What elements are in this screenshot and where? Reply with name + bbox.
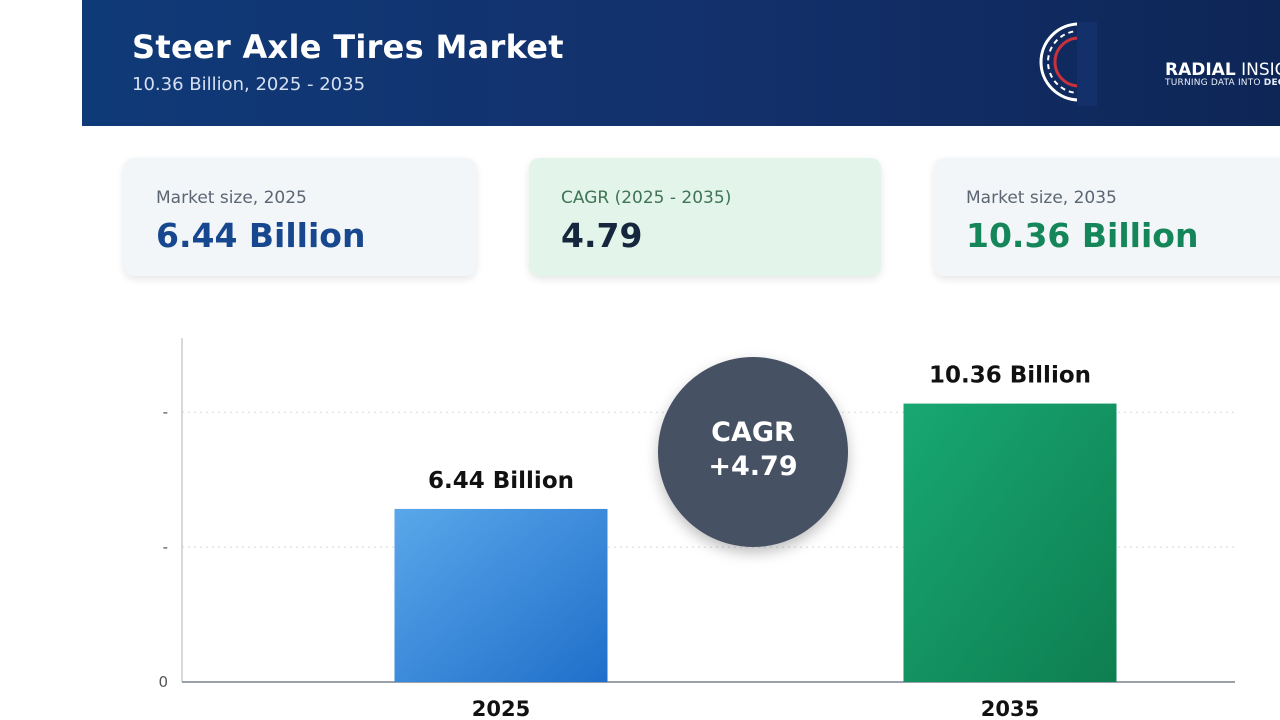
logo-tagline-bold: DECISION: [1263, 78, 1280, 88]
data-label: 10.36 Billion: [929, 363, 1091, 389]
card-label: Market size, 2025: [156, 188, 307, 208]
card-cagr: CAGR (2025 - 2035) 4.79: [529, 158, 881, 276]
logo-name: RADIAL INSIGHTS: [1165, 60, 1280, 80]
logo-name-rest: INSIGHTS: [1241, 60, 1280, 80]
logo-tagline: TURNING DATA INTO DECISION: [1165, 78, 1280, 88]
card-market-size-2025: Market size, 2025 6.44 Billion: [124, 158, 476, 276]
logo-tagline-start: TURNING DATA INTO: [1165, 78, 1264, 88]
cagr-bubble-label: CAGR: [711, 417, 795, 448]
y-tick-label: 0: [158, 673, 168, 691]
cagr-bubble: CAGR +4.79: [658, 357, 848, 547]
page-subtitle: 10.36 Billion, 2025 - 2035: [132, 74, 366, 95]
card-market-size-2035: Market size, 2035 10.36 Billion: [934, 158, 1280, 276]
x-tick-label: 2035: [981, 697, 1039, 720]
company-logo: RADIAL INSIGHTS TURNING DATA INTO DECISI…: [1037, 22, 1280, 106]
card-value: 6.44 Billion: [156, 216, 366, 255]
bar-2025: [394, 508, 608, 682]
y-tick-label: -: [163, 403, 168, 421]
card-label: Market size, 2035: [966, 188, 1117, 208]
header-banner: Steer Axle Tires Market 10.36 Billion, 2…: [82, 0, 1280, 126]
y-tick-label: -: [163, 538, 168, 556]
data-label: 6.44 Billion: [428, 468, 574, 494]
page-title: Steer Axle Tires Market: [132, 28, 564, 66]
logo-name-bold: RADIAL: [1165, 60, 1236, 80]
card-label: CAGR (2025 - 2035): [561, 188, 732, 208]
card-value: 4.79: [561, 216, 643, 255]
tire-logo-icon: [1039, 22, 1097, 106]
bar-2035: [903, 403, 1117, 682]
card-value: 10.36 Billion: [966, 216, 1199, 255]
x-tick-label: 2025: [472, 697, 530, 720]
cagr-bubble-value: +4.79: [708, 451, 798, 482]
